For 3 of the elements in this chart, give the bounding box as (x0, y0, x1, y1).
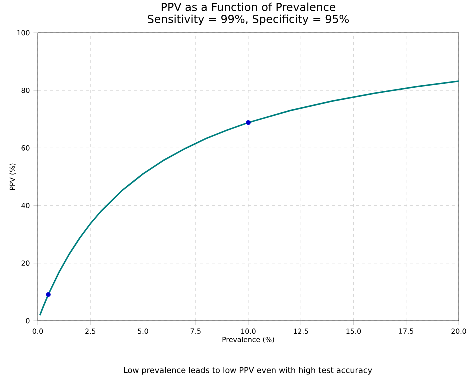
line-series (39, 80, 459, 316)
text: Low prevalence leads to low PPV even with high test accuracy (124, 367, 372, 375)
chart-title: PPV as a Function of Prevalence Sensitivity = 99%, Specificity = 95% (148, 2, 350, 26)
